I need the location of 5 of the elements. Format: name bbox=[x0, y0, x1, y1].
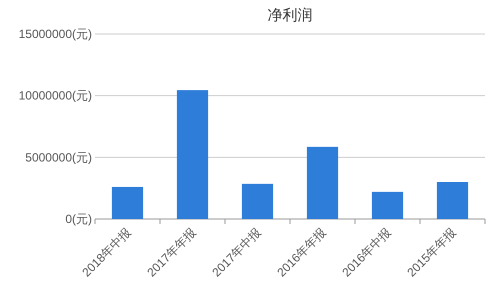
title: 净利润 bbox=[268, 7, 312, 24]
ytick: 10000000(元) bbox=[18, 88, 92, 103]
ytick: 5000000(元) bbox=[25, 150, 92, 164]
ytick: 0(元) bbox=[65, 212, 92, 226]
ytick: 15000000(元) bbox=[18, 27, 92, 41]
